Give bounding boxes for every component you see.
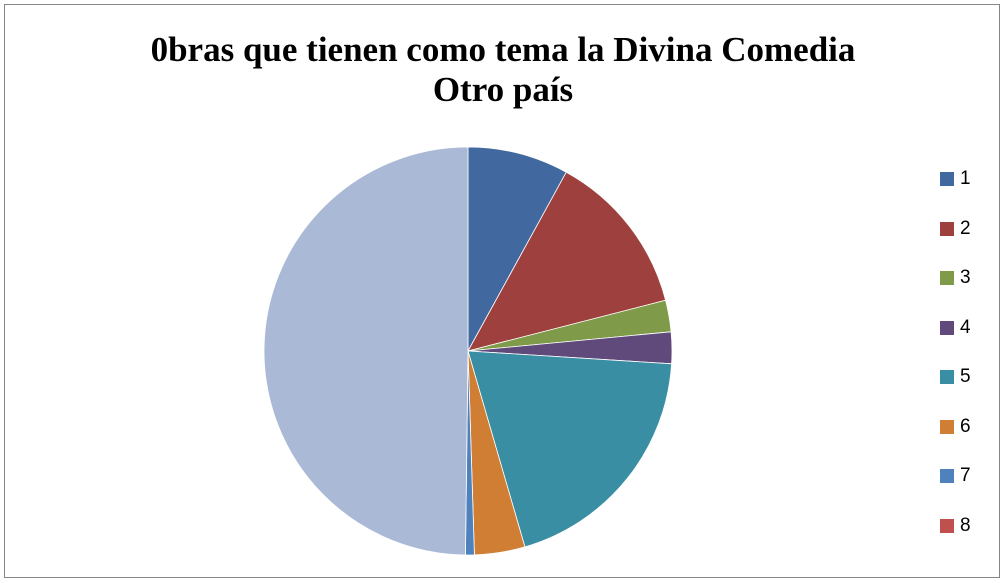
legend-swatch-8: [940, 518, 954, 533]
legend-swatch-4: [940, 320, 954, 335]
legend-swatch-7: [940, 469, 954, 483]
legend-item-7: 7: [940, 465, 971, 487]
pie-slice-2: [467, 171, 667, 352]
legend-label-3: 3: [960, 267, 971, 288]
legend-swatch-3: [940, 271, 954, 285]
legend-label-5: 5: [960, 366, 971, 387]
legend-item-8: 8: [940, 515, 971, 537]
legend-label-8: 8: [960, 514, 971, 536]
legend-item-5: 5: [940, 366, 971, 388]
legend-swatch-5: [940, 370, 954, 384]
legend-swatch-2: [940, 221, 954, 236]
legend-label-2: 2: [960, 217, 971, 239]
legend-item-2: 2: [940, 218, 971, 240]
legend-item-6: 6: [940, 416, 971, 438]
legend-item-3: 3: [940, 267, 971, 289]
pie-slice-9: [263, 146, 469, 556]
legend-item-4: 4: [940, 317, 971, 339]
chart-title-line-2: Otro país: [432, 70, 574, 109]
pie-slice-1: [467, 146, 567, 352]
legend-label-4: 4: [960, 316, 971, 338]
legend-label-1: 1: [960, 168, 971, 189]
chart-title-line-1: 0bras que tienen como tema la Divina Com…: [150, 30, 856, 69]
legend-swatch-1: [940, 172, 954, 186]
legend-swatch-6: [940, 419, 954, 434]
legend-label-6: 6: [960, 415, 971, 437]
legend-label-7: 7: [960, 465, 971, 486]
pie-slice-5: [467, 350, 673, 548]
legend-item-1: 1: [940, 168, 971, 190]
chart-title: 0bras que tienen como tema la Divina Com…: [0, 30, 1006, 110]
